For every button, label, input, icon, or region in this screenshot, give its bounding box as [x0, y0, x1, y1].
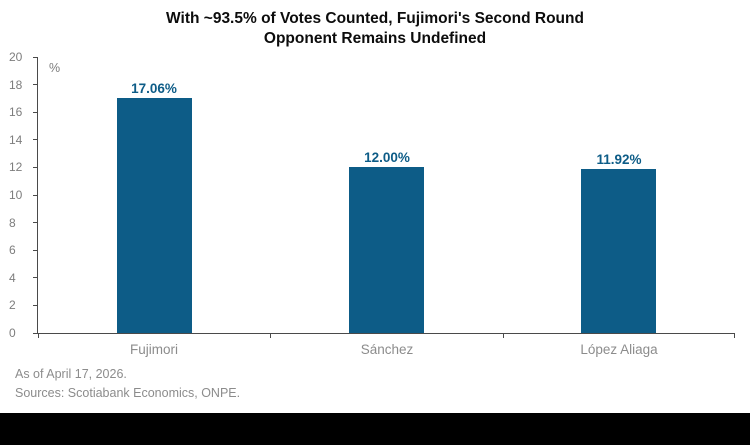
x-axis-category-label: López Aliaga [580, 342, 658, 357]
y-axis-tick-label: 10 [9, 188, 23, 202]
chart-footnotes: As of April 17, 2026. Sources: Scotiaban… [15, 365, 240, 403]
bar-value-label: 12.00% [364, 150, 410, 165]
y-axis-tick-label: 18 [9, 77, 23, 92]
bottom-black-bar [0, 413, 750, 445]
y-axis-tick-label: 8 [9, 215, 16, 230]
y-axis-tick-label: 20 [9, 50, 23, 64]
y-axis-tick-label: 4 [9, 270, 16, 285]
y-axis-tick [33, 111, 38, 113]
bar [117, 98, 192, 333]
plot-area: % 0 2 4 6 8 10 12 14 16 18 20 17.06% Fujimori 12.00%… [9, 50, 735, 357]
chart-title-line-2: Opponent Remains Undefined [263, 30, 487, 47]
x-axis-category-label: Sánchez [360, 342, 414, 357]
y-axis-tick [33, 139, 38, 141]
y-axis-tick-label: 12 [9, 160, 23, 175]
x-axis-tick [502, 333, 504, 338]
chart-title-line-1: With ~93.5% of Votes Counted, Fujimori's… [166, 10, 584, 27]
y-axis-tick-label: 6 [9, 243, 16, 258]
x-axis-tick [734, 333, 735, 338]
bar-value-label: 17.06% [131, 81, 177, 96]
x-axis-category-label: Fujimori [129, 342, 178, 357]
y-axis-tick [33, 277, 38, 279]
bar [349, 167, 424, 333]
y-axis-tick [33, 56, 38, 58]
footnote-as-of-date: As of April 17, 2026. [15, 367, 127, 381]
y-axis-tick [33, 222, 38, 224]
y-axis-tick [33, 304, 38, 306]
y-axis-tick-label: 14 [9, 132, 23, 147]
footnote-sources: Sources: Scotiabank Economics, ONPE. [15, 386, 241, 400]
x-axis-tick [38, 333, 39, 338]
y-axis-tick [33, 249, 38, 251]
y-axis-tick [33, 332, 38, 334]
y-axis-tick [33, 84, 38, 86]
bar-value-label: 11.92% [596, 152, 642, 167]
chart-title: With ~93.5% of Votes Counted, Fujimori's… [0, 9, 750, 49]
y-axis-tick-label: 16 [9, 105, 23, 120]
y-axis-unit-label: % [49, 61, 61, 75]
y-axis-tick [33, 166, 38, 168]
y-axis-tick [33, 194, 38, 196]
x-axis-tick [270, 333, 272, 338]
bar [581, 169, 656, 333]
y-axis-tick-label: 2 [9, 298, 16, 313]
y-axis-tick-label: 0 [9, 326, 16, 340]
